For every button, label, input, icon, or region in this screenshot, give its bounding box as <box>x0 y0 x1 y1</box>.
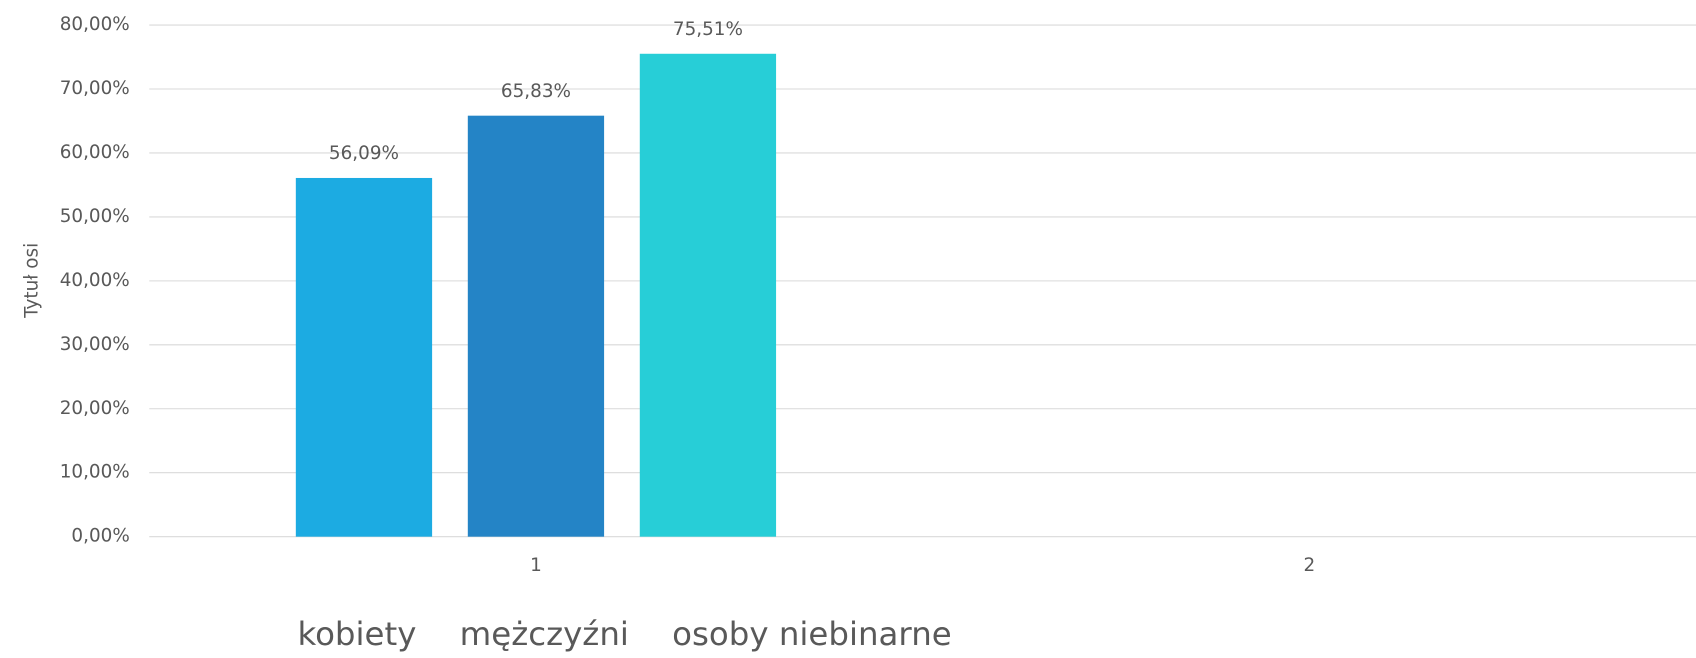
legend-label: osoby niebinarne <box>672 615 952 653</box>
bar <box>467 115 605 537</box>
data-label: 75,51% <box>673 19 743 40</box>
bar <box>639 53 777 537</box>
y-tick-label: 30,00% <box>60 334 130 355</box>
y-tick-label: 80,00% <box>60 14 130 35</box>
x-tick-label: 1 <box>530 555 542 576</box>
y-tick-label: 0,00% <box>71 526 129 547</box>
x-tick-label: 2 <box>1303 555 1315 576</box>
legend-label: mężczyźni <box>460 615 629 653</box>
y-tick-label: 70,00% <box>60 78 130 99</box>
data-label: 65,83% <box>501 81 571 102</box>
y-tick-label: 40,00% <box>60 270 130 291</box>
y-axis-title: Tytuł osi <box>21 243 42 319</box>
y-tick-label: 10,00% <box>60 462 130 483</box>
y-tick-label: 60,00% <box>60 142 130 163</box>
y-tick-label: 50,00% <box>60 206 130 227</box>
bar <box>295 177 433 537</box>
data-label: 56,09% <box>329 143 399 164</box>
y-tick-label: 20,00% <box>60 398 130 419</box>
legend-label: kobiety <box>297 615 416 653</box>
